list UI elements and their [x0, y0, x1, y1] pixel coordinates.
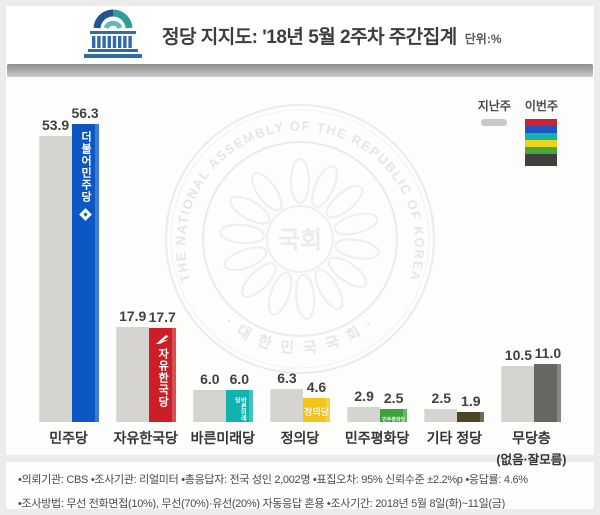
survey-info-line1: •의뢰기관: CBS •조사기관: 리얼미터 •총응답자: 전국 성인 2,00…	[18, 474, 528, 486]
party-label: 자유한국당	[113, 430, 178, 446]
bar-value-this-week: 17.7	[148, 309, 176, 326]
bar-group: 6.3 4.6 정의당 정의당	[261, 77, 338, 455]
footer: •의뢰기관: CBS •조사기관: 리얼미터 •총응답자: 전국 성인 2,00…	[6, 462, 594, 509]
party-label-block: 바른미래당	[191, 422, 255, 455]
bar-group: 17.9 17.7 자유한국당 자유한국당	[107, 77, 184, 455]
header-divider-band	[7, 64, 593, 77]
legend-color-strip	[525, 119, 558, 126]
bar-value-last-week: 53.9	[41, 117, 70, 134]
party-label: 정의당	[280, 430, 320, 446]
legend-color-strip	[525, 133, 558, 140]
party-label-block: 정의당	[281, 422, 320, 455]
party-label: 바른미래당	[190, 430, 256, 446]
party-label: 무당층	[512, 430, 551, 446]
bar-last-week: 6.0	[192, 371, 226, 422]
party-label-block: 자유한국당	[114, 422, 178, 455]
bar-value-last-week: 17.9	[119, 308, 147, 325]
bar-this-week: 2.5 민주평화당	[380, 390, 408, 423]
report-card: 정당 지지도: '18년 5월 2주차 주간집계 단위:%	[6, 6, 594, 509]
bar-last-week: 2.9	[347, 388, 381, 422]
bar-party-name: 정의당	[304, 406, 329, 417]
bar-this-week: 17.7 자유한국당	[149, 309, 176, 422]
bar-pair: 6.0 6.0 바른미래당	[192, 77, 253, 422]
bar-this-week: 4.6 정의당	[302, 379, 330, 423]
bar-group: 10.5 11.0 무당층 (없음·잘모름)	[493, 77, 570, 467]
bar-value-last-week: 2.5	[431, 389, 451, 406]
bar-last-week: 6.3	[269, 370, 303, 422]
header: 정당 지지도: '18년 5월 2주차 주간집계 단위:%	[6, 6, 594, 64]
bar-value-this-week: 6.0	[229, 371, 250, 388]
legend-color-strip	[525, 147, 558, 154]
bar-party-name: 민주평화당	[382, 416, 406, 423]
bar-value-last-week: 10.5	[504, 347, 533, 364]
bar-this-week: 6.0 바른미래당	[225, 371, 253, 422]
party-label-block: 민주평화당	[345, 422, 409, 455]
bar-last-week: 17.9	[115, 308, 149, 422]
party-label-block: 기타 정당	[427, 422, 482, 455]
bar-party-name: 자유한국당	[156, 348, 169, 409]
bar-pair: 2.9 2.5 민주평화당	[347, 77, 408, 423]
legend: 지난주 이번주	[478, 97, 558, 166]
chart-area: 국회 THE NATIONAL ASSEMBLY OF THE REPUBLIC…	[6, 77, 594, 467]
bar-group: 6.0 6.0 바른미래당 바른미래당	[184, 77, 261, 455]
page-title: 정당 지지도: '18년 5월 2주차 주간집계	[162, 26, 457, 48]
bar-groups: 53.9 56.3 더불어민주당 민주당 17.9 17.7 자유한국당 자유한국당 6.0 6.…	[6, 77, 594, 467]
bar-value-this-week: 4.6	[306, 378, 327, 395]
bar-pair: 2.5 1.9	[424, 77, 485, 423]
bar-value-this-week: 2.5	[383, 389, 404, 406]
lkp-torch-icon	[155, 335, 169, 345]
legend-last-week: 지난주	[478, 97, 511, 166]
bar-pair: 53.9 56.3 더불어민주당	[38, 77, 99, 423]
legend-this-week-swatch	[525, 119, 558, 166]
bar-value-last-week: 2.9	[354, 387, 374, 404]
footer-divider	[6, 455, 594, 462]
bar-this-week: 56.3 더불어민주당	[71, 105, 99, 423]
bar-last-week: 2.5	[424, 390, 458, 422]
legend-color-strip	[525, 140, 558, 147]
party-label: 민주당	[49, 430, 88, 446]
party-sublabel: (없음·잘모름)	[496, 453, 567, 467]
national-assembly-building-icon	[78, 7, 148, 64]
bar-party-name: 더불어민주당	[79, 130, 92, 203]
bar-value-last-week: 6.3	[277, 369, 297, 386]
bar-value-this-week: 1.9	[461, 392, 481, 409]
party-label: 민주평화당	[344, 430, 410, 446]
bar-last-week: 10.5	[501, 347, 535, 422]
bar-this-week: 1.9	[457, 393, 485, 423]
bar-value-this-week: 11.0	[534, 344, 562, 361]
bar-pair: 6.3 4.6 정의당	[269, 77, 330, 423]
legend-this-week-label: 이번주	[524, 99, 558, 113]
bar-value-this-week: 56.3	[71, 104, 99, 121]
legend-last-week-label: 지난주	[477, 99, 511, 113]
legend-color-strip	[525, 154, 558, 166]
unit-label: 단위:%	[464, 31, 502, 46]
bar-pair: 10.5 11.0	[501, 77, 562, 423]
bar-this-week: 11.0	[534, 345, 562, 423]
party-label-block: 민주당	[49, 422, 88, 455]
legend-last-week-swatch	[481, 119, 508, 126]
survey-info-line2: •조사방법: 무선 전화면접(10%), 무선(70%)·유선(20%) 자동응…	[18, 498, 505, 509]
legend-this-week: 이번주	[525, 97, 558, 166]
bar-pair: 17.9 17.7 자유한국당	[115, 77, 176, 422]
bar-group: 2.5 1.9 기타 정당	[416, 77, 493, 455]
party-label: 기타 정당	[426, 430, 482, 446]
minjoo-diamond-icon	[78, 207, 92, 221]
bar-value-last-week: 6.0	[200, 371, 220, 388]
bar-party-name: 바른미래당	[233, 397, 246, 422]
legend-color-strip	[525, 126, 558, 133]
party-label-block: 무당층 (없음·잘모름)	[496, 422, 566, 467]
bar-group: 2.9 2.5 민주평화당 민주평화당	[339, 77, 416, 455]
bar-last-week: 53.9	[38, 117, 72, 422]
